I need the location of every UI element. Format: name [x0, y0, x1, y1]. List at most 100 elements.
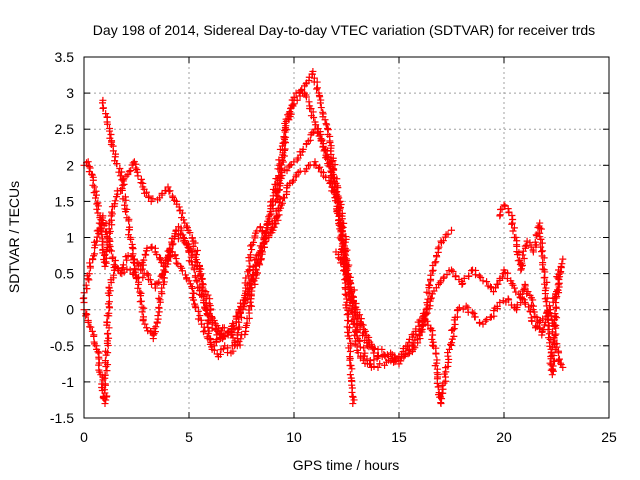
data-point: [158, 284, 166, 292]
data-point: [286, 161, 294, 169]
trace-marker: [136, 288, 144, 296]
trace-marker: [278, 199, 286, 207]
trace-marker: [308, 70, 316, 78]
trace-marker: [355, 336, 363, 344]
trace-marker: [449, 268, 457, 276]
trace-marker: [193, 278, 201, 286]
trace-marker: [94, 202, 102, 210]
trace-marker: [179, 231, 187, 239]
trace-marker: [134, 172, 142, 180]
trace-marker: [521, 284, 529, 292]
trace-marker: [127, 167, 135, 175]
trace-marker: [345, 329, 353, 337]
trace-marker: [101, 357, 109, 365]
trace-marker: [368, 340, 376, 348]
trace-marker: [498, 273, 506, 281]
trace-marker: [529, 246, 537, 254]
trace-marker: [92, 194, 100, 202]
trace-marker: [508, 220, 516, 228]
y-axis-title: SDTVAR / TECUs: [6, 181, 22, 293]
trace-marker: [510, 224, 518, 232]
trace-marker: [337, 235, 345, 243]
trace-marker: [326, 179, 334, 187]
x-tick-label: 0: [80, 429, 88, 445]
trace-marker: [241, 294, 249, 302]
trace-marker: [145, 194, 153, 202]
trace-marker: [390, 358, 398, 366]
trace-marker: [119, 177, 127, 185]
trace-marker: [472, 271, 480, 279]
trace-marker: [127, 235, 135, 243]
trace-marker: [471, 313, 479, 321]
trace-marker: [285, 109, 293, 117]
trace-marker: [103, 330, 111, 338]
trace-marker: [450, 325, 458, 333]
trace-marker: [257, 255, 265, 263]
y-tick-label: 3.5: [55, 49, 75, 65]
trace-marker: [290, 94, 298, 102]
y-tick-label: -0.5: [50, 338, 74, 354]
trace-marker: [299, 145, 307, 153]
trace-marker: [104, 120, 112, 128]
trace-marker: [143, 188, 151, 196]
trace-marker: [111, 153, 119, 161]
trace-marker: [447, 340, 455, 348]
trace-marker: [194, 307, 202, 315]
data-point: [141, 320, 149, 328]
trace-marker: [521, 242, 529, 250]
trace-marker: [554, 286, 562, 294]
trace-marker: [119, 261, 127, 269]
trace-marker: [537, 243, 545, 251]
trace-marker: [255, 259, 263, 267]
trace-marker: [315, 164, 323, 172]
trace-marker: [177, 226, 185, 234]
trace-marker: [186, 229, 194, 237]
trace-marker: [247, 242, 255, 250]
trace-marker: [551, 310, 559, 318]
trace-marker: [199, 328, 207, 336]
trace-marker: [328, 157, 336, 165]
trace-marker: [422, 310, 430, 318]
trace-marker: [427, 294, 435, 302]
trace-marker: [204, 312, 212, 320]
trace-marker: [360, 344, 368, 352]
trace-marker: [481, 317, 489, 325]
trace-marker: [155, 303, 163, 311]
trace-marker: [246, 298, 254, 306]
trace-marker: [351, 327, 359, 335]
trace-marker: [229, 334, 237, 342]
trace-marker: [543, 302, 551, 310]
trace-marker: [103, 318, 111, 326]
trace-marker: [443, 271, 451, 279]
trace-marker: [529, 296, 537, 304]
trace-marker: [342, 270, 350, 278]
trace-marker: [106, 127, 114, 135]
trace-marker: [405, 338, 413, 346]
trace-marker: [423, 317, 431, 325]
trace-marker: [346, 335, 354, 343]
chart-title: Day 198 of 2014, Sidereal Day-to-day VTE…: [93, 22, 595, 38]
y-tick-label: 2: [66, 157, 74, 173]
trace-marker: [275, 172, 283, 180]
trace-marker: [343, 276, 351, 284]
trace-marker: [346, 348, 354, 356]
trace-marker: [558, 260, 566, 268]
trace-marker: [415, 322, 423, 330]
trace-marker: [455, 304, 463, 312]
trace-marker: [448, 339, 456, 347]
trace-marker: [534, 223, 542, 231]
trace-marker: [216, 350, 224, 358]
trace-marker: [373, 354, 381, 362]
data-point: [555, 266, 563, 274]
trace-marker: [160, 262, 168, 270]
data-point: [101, 262, 109, 270]
trace-marker: [544, 315, 552, 323]
data-point: [101, 400, 109, 408]
trace-marker: [445, 355, 453, 363]
trace-marker: [196, 312, 204, 320]
plot-frame: [83, 56, 610, 419]
trace-marker: [350, 286, 358, 294]
data-point: [256, 223, 264, 231]
trace-marker: [229, 322, 237, 330]
